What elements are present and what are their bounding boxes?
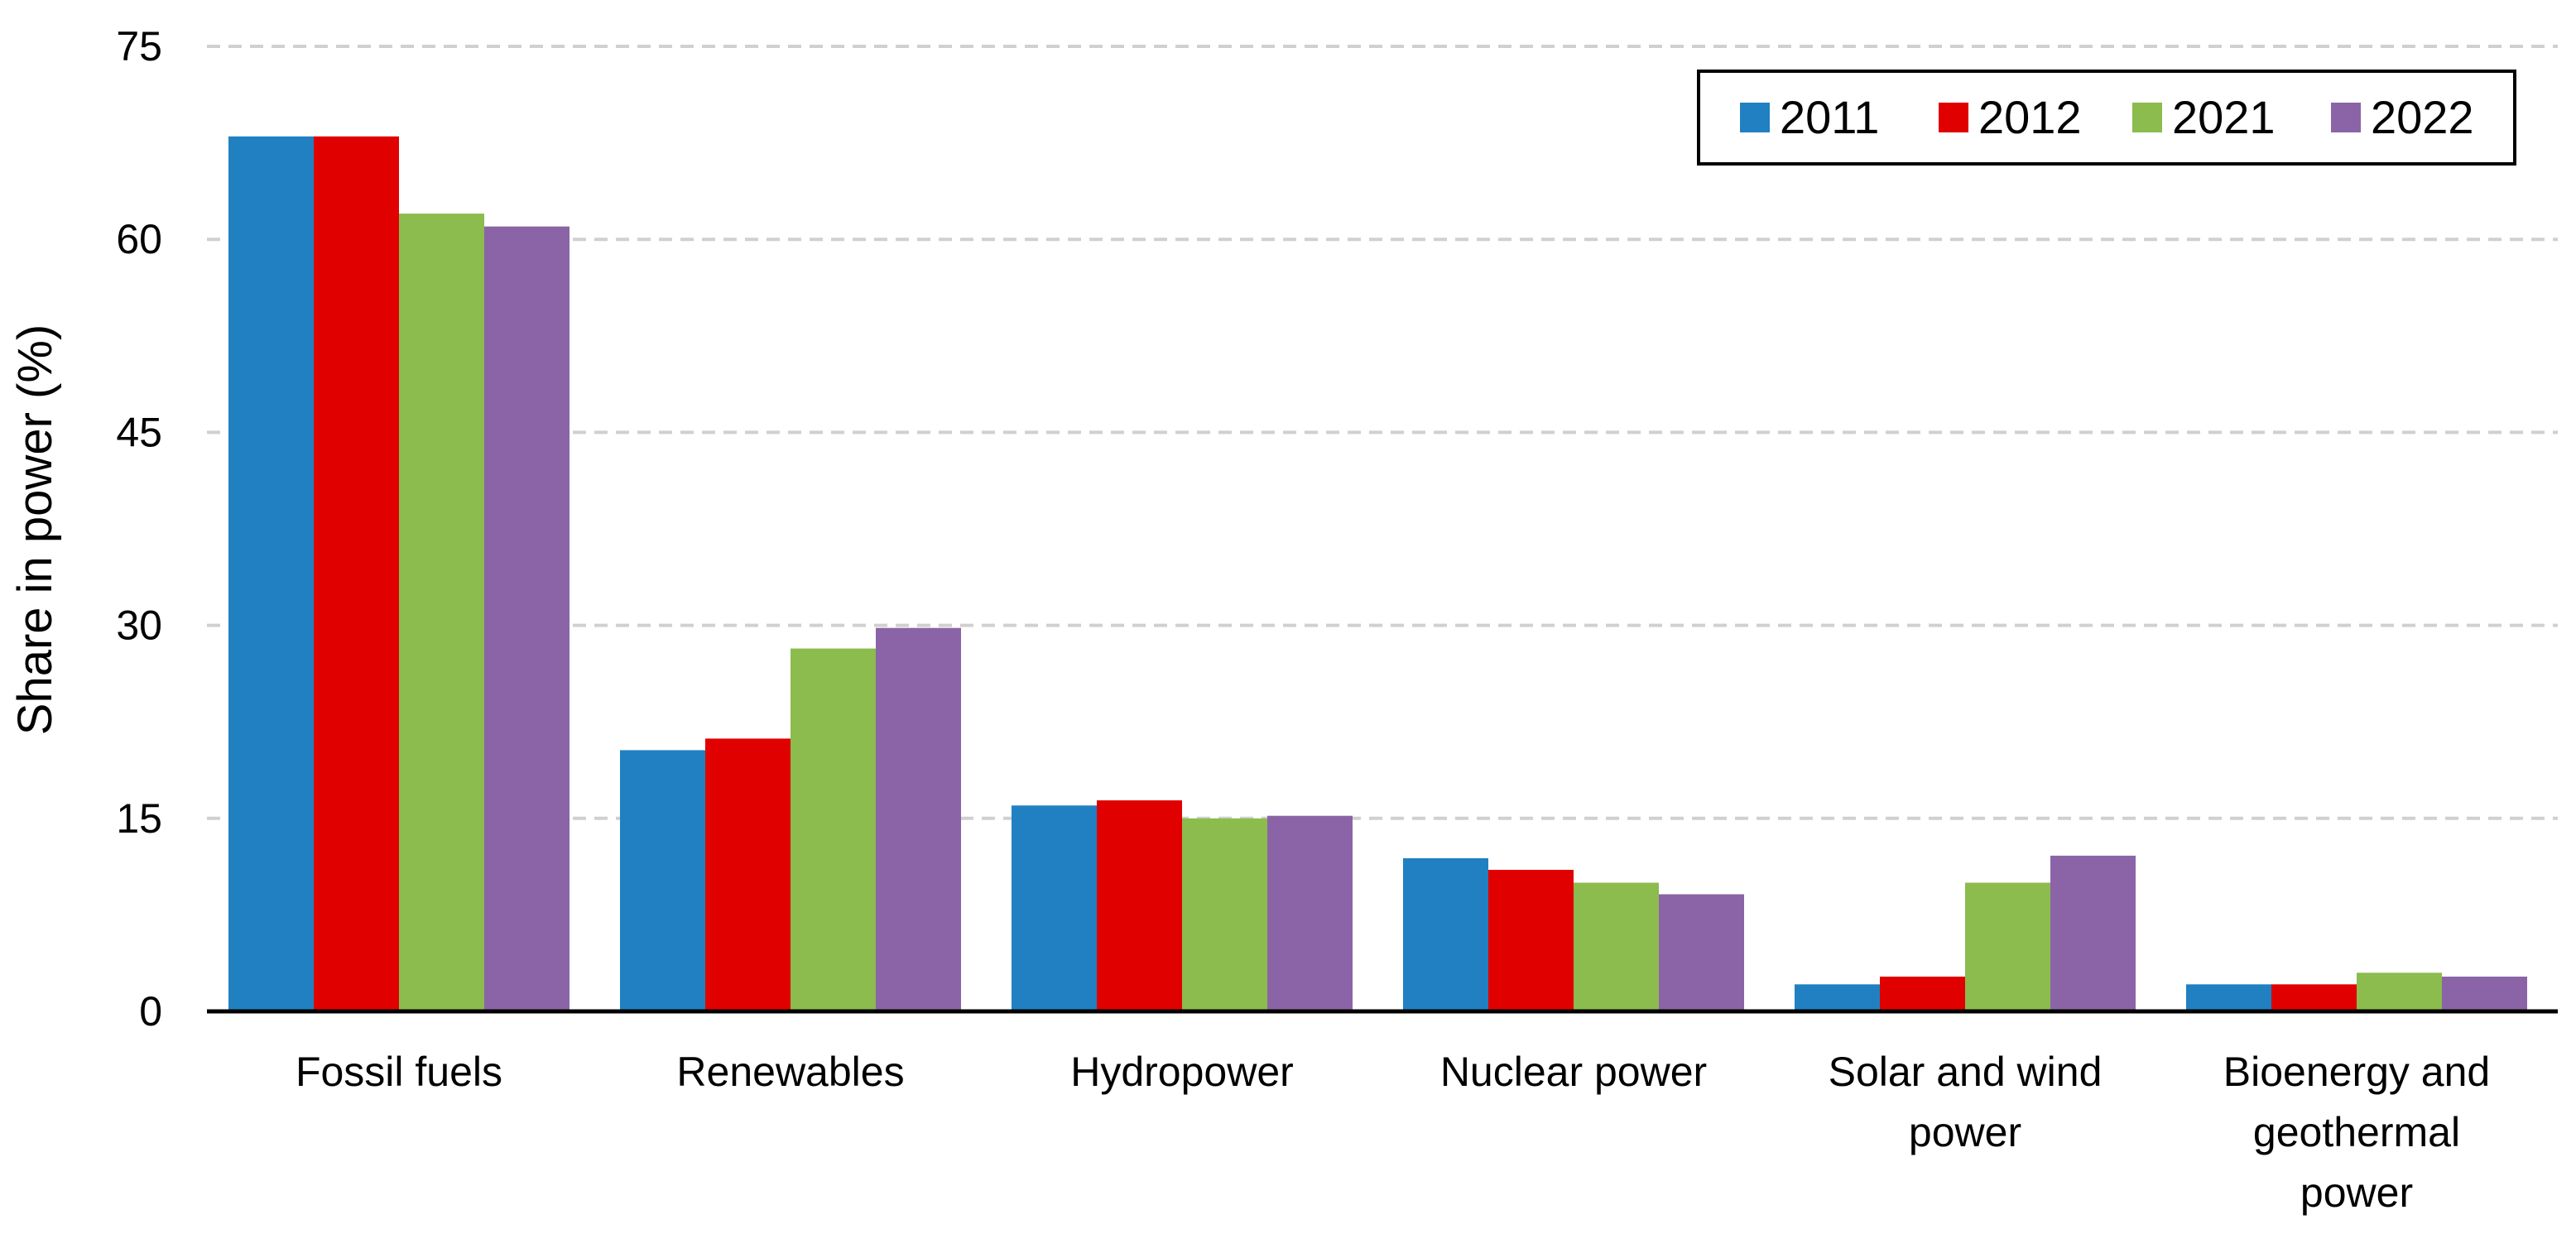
gridlines (207, 45, 2558, 820)
legend-label-2011: 2011 (1780, 91, 1879, 143)
x-tick-label: Fossil fuels (296, 1049, 502, 1095)
legend-label-2012: 2012 (1978, 91, 2082, 143)
x-tick-labels: Fossil fuels Renewables Hydropower Nuclear … (296, 1049, 2490, 1216)
bar-2022-5 (2442, 977, 2527, 1011)
x-tick-label: Nuclear power (1440, 1049, 1707, 1095)
bar-2011-1 (620, 750, 705, 1011)
bar-2012-0 (314, 136, 399, 1011)
bar-2011-4 (1795, 984, 1880, 1011)
legend-swatch-2021 (2132, 103, 2162, 132)
legend-swatch-2022 (2331, 103, 2361, 132)
legend-swatch-2011 (1740, 103, 1770, 132)
bar-2012-3 (1488, 869, 1574, 1011)
x-tick-label: Solar and wind power (1829, 1049, 2103, 1155)
bar-2011-5 (2186, 984, 2271, 1011)
x-tick-label: Renewables (676, 1049, 904, 1095)
bar-2021-0 (399, 214, 484, 1011)
bar-2022-3 (1659, 894, 1744, 1011)
bars (228, 136, 2527, 1011)
y-tick-label: 0 (139, 988, 162, 1035)
legend: 2011 2012 2021 2022 (1697, 70, 2516, 166)
y-tick-labels: 0 15 30 45 60 75 (116, 23, 162, 1035)
bar-2011-3 (1403, 857, 1488, 1011)
bar-2022-4 (2050, 855, 2136, 1011)
bar-2021-5 (2357, 972, 2442, 1011)
bar-2021-1 (791, 648, 876, 1011)
bar-2012-2 (1097, 800, 1182, 1011)
bar-2012-1 (705, 738, 791, 1011)
y-tick-label: 15 (116, 795, 162, 842)
y-tick-label: 30 (116, 603, 162, 649)
bar-2021-4 (1965, 882, 2050, 1011)
legend-label-2022: 2022 (2371, 91, 2474, 143)
bar-2022-2 (1267, 815, 1353, 1011)
x-tick-label: Hydropower (1070, 1049, 1294, 1095)
legend-box (1697, 70, 2516, 166)
x-tick-label: Bioenergy and geothermal power (2223, 1049, 2490, 1216)
bar-2021-3 (1574, 882, 1659, 1011)
y-tick-label: 45 (116, 409, 162, 455)
bar-2022-1 (876, 627, 961, 1011)
bar-2021-2 (1182, 818, 1267, 1011)
y-tick-label: 75 (116, 23, 162, 70)
bar-2011-0 (228, 136, 314, 1011)
bar-2022-0 (484, 226, 570, 1011)
bar-2012-5 (2271, 984, 2357, 1011)
bar-2012-4 (1880, 977, 1965, 1011)
y-tick-label: 60 (116, 216, 162, 262)
legend-label-2021: 2021 (2172, 91, 2276, 143)
bar-2011-2 (1012, 805, 1097, 1011)
y-axis-title: Share in power (%) (8, 324, 62, 735)
legend-swatch-2012 (1939, 103, 1968, 132)
